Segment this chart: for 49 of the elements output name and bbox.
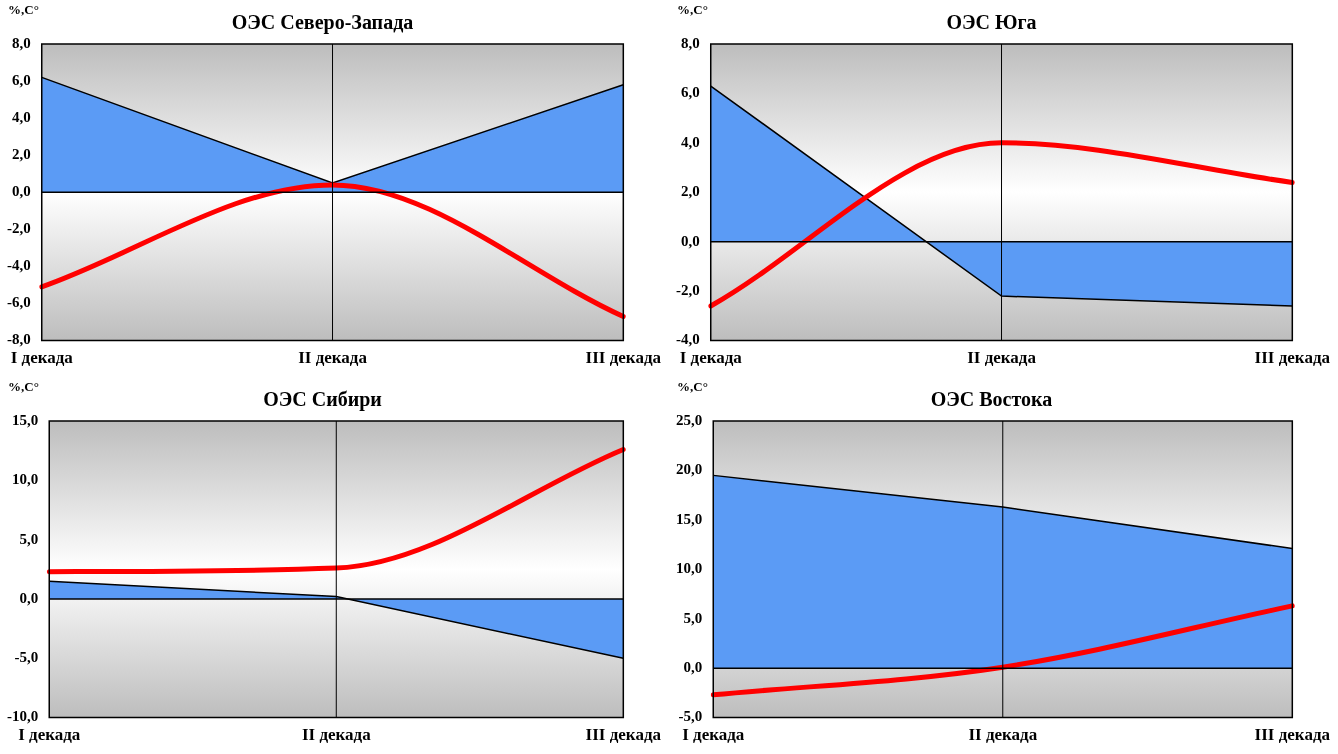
- y-tick-label: 15,0: [676, 510, 703, 527]
- x-tick-label: I декада: [679, 348, 743, 368]
- y-axis-title: %,С°: [8, 1, 39, 17]
- chart-title: ОЭС Юга: [946, 11, 1037, 34]
- y-tick-label: -8,0: [7, 331, 31, 348]
- y-tick-label: 10,0: [676, 560, 703, 577]
- y-tick-label: -4,0: [7, 257, 31, 274]
- y-tick-label: 2,0: [681, 183, 700, 200]
- y-tick-label: 5,0: [683, 609, 703, 626]
- y-axis-title: %,С°: [8, 378, 39, 394]
- y-tick-label: 2,0: [12, 146, 31, 163]
- y-tick-label: 10,0: [12, 471, 39, 488]
- x-tick-label: II декада: [298, 348, 368, 368]
- y-tick-label: -4,0: [676, 331, 700, 348]
- x-tick-label: III декада: [585, 725, 662, 745]
- y-tick-label: 0,0: [683, 659, 703, 676]
- y-tick-label: 8,0: [12, 34, 31, 51]
- x-tick-label: III декада: [585, 348, 662, 368]
- y-tick-label: 0,0: [19, 589, 39, 606]
- y-tick-label: 6,0: [681, 84, 700, 101]
- chart-title: ОЭС Северо-Запада: [231, 11, 414, 35]
- y-tick-label: 25,0: [676, 411, 703, 428]
- y-tick-label: 0,0: [681, 232, 700, 249]
- x-tick-label: III декада: [1254, 725, 1331, 745]
- x-tick-label: I декада: [18, 725, 81, 745]
- x-tick-label: I декада: [682, 725, 745, 745]
- y-tick-label: 4,0: [681, 133, 700, 150]
- y-tick-label: -5,0: [14, 649, 39, 666]
- chart-title: ОЭС Востока: [930, 388, 1053, 411]
- y-tick-label: -6,0: [7, 294, 31, 311]
- y-axis-title: %,С°: [677, 378, 708, 394]
- x-tick-label: II декада: [968, 725, 1038, 745]
- x-tick-label: III декада: [1254, 348, 1331, 368]
- y-tick-label: -10,0: [7, 708, 39, 725]
- y-axis-title: %,С°: [677, 1, 708, 17]
- x-tick-label: I декада: [10, 348, 74, 368]
- x-tick-label: II декада: [301, 725, 372, 745]
- y-tick-label: -2,0: [7, 220, 31, 237]
- y-tick-label: 20,0: [676, 461, 703, 478]
- chart-title: ОЭС Сибири: [263, 388, 382, 412]
- y-tick-label: 4,0: [12, 109, 31, 126]
- x-tick-label: II декада: [967, 348, 1037, 368]
- y-tick-label: -5,0: [678, 708, 703, 725]
- y-tick-label: 5,0: [19, 530, 39, 547]
- y-tick-label: -2,0: [676, 282, 700, 299]
- y-tick-label: 0,0: [12, 183, 31, 200]
- y-tick-label: 8,0: [681, 34, 700, 51]
- y-tick-label: 15,0: [12, 411, 39, 428]
- y-tick-label: 6,0: [12, 71, 31, 88]
